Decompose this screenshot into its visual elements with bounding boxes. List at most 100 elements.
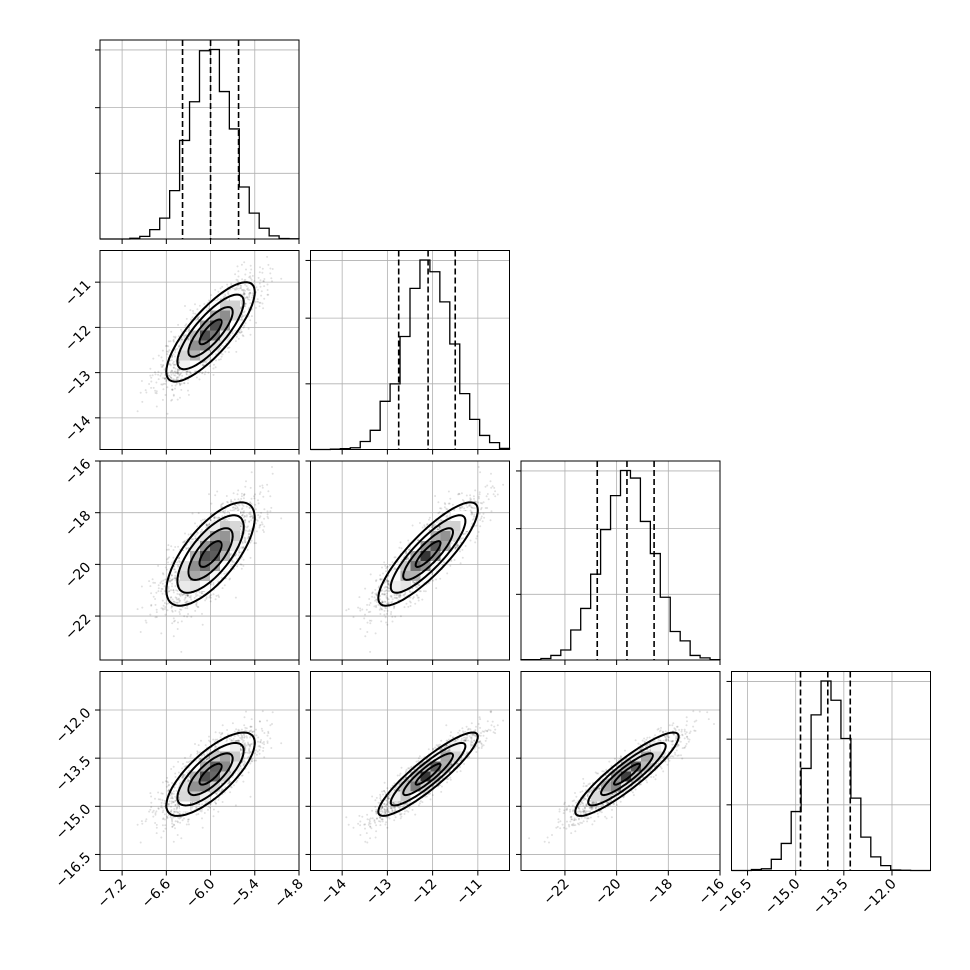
sample-point	[250, 515, 253, 518]
sample-point	[374, 599, 377, 602]
sample-point	[248, 521, 251, 523]
sample-point	[187, 594, 189, 597]
sample-point	[368, 604, 371, 606]
sample-point	[241, 318, 244, 321]
sample-point	[374, 592, 377, 595]
density-cell	[200, 340, 210, 351]
sample-point	[174, 370, 177, 373]
sample-point	[177, 335, 180, 338]
sample-point	[167, 544, 170, 547]
sample-point	[230, 552, 233, 555]
sample-point	[450, 560, 453, 562]
sample-point	[257, 502, 260, 505]
sample-point	[160, 590, 163, 593]
sample-point	[175, 371, 178, 374]
sample-point	[245, 296, 248, 298]
sample-point	[263, 517, 266, 520]
sample-point	[171, 356, 173, 359]
sample-point	[165, 602, 168, 605]
sample-point	[203, 373, 206, 376]
sample-point	[180, 608, 183, 611]
sample-point	[280, 517, 283, 520]
sample-point	[179, 373, 182, 375]
sample-point	[196, 308, 199, 311]
sample-point	[240, 285, 243, 287]
sample-point	[229, 577, 232, 580]
sample-point	[167, 548, 170, 551]
sample-point	[251, 517, 254, 520]
sample-point	[241, 542, 244, 545]
sample-point	[250, 278, 253, 281]
density-cell	[210, 531, 220, 541]
sample-point	[164, 578, 167, 581]
sample-point	[208, 493, 210, 496]
sample-point	[171, 388, 174, 391]
sample-point	[172, 335, 175, 338]
density-cell	[200, 541, 210, 551]
sample-point	[194, 535, 197, 538]
sample-point	[204, 360, 207, 363]
sample-point	[249, 513, 252, 516]
sample-point	[167, 374, 170, 377]
sample-point	[253, 497, 256, 500]
sample-point	[171, 561, 174, 564]
sample-point	[468, 503, 471, 506]
sample-point	[154, 598, 157, 600]
sample-point	[163, 377, 166, 380]
sample-point	[208, 307, 211, 310]
panel-frame	[520, 460, 721, 661]
sample-point	[190, 598, 193, 601]
sample-point	[477, 531, 480, 533]
sample-point	[407, 557, 410, 560]
sample-point	[258, 516, 261, 519]
sample-point	[160, 363, 163, 366]
sample-point	[157, 587, 160, 590]
sample-point	[205, 361, 208, 364]
sample-point	[141, 400, 144, 403]
sample-point	[236, 506, 239, 509]
sample-point	[180, 592, 183, 595]
sample-point	[210, 294, 213, 297]
sample-point	[184, 596, 187, 599]
sample-point	[181, 374, 184, 377]
sample-point	[161, 592, 164, 595]
sample-point	[187, 594, 190, 597]
sample-point	[399, 615, 402, 618]
sample-point	[386, 598, 389, 601]
sample-point	[149, 585, 152, 588]
sample-point	[144, 389, 147, 392]
sample-point	[176, 561, 179, 564]
sample-point	[236, 565, 239, 568]
sample-point	[244, 538, 247, 541]
sample-point	[167, 561, 169, 564]
sample-point	[247, 530, 250, 533]
sample-point	[479, 502, 482, 504]
sample-point	[250, 539, 253, 542]
sample-point	[251, 515, 254, 518]
sample-point	[177, 545, 180, 548]
sample-point	[221, 587, 224, 590]
sample-point	[171, 582, 174, 585]
panel-frame	[99, 250, 300, 450]
sample-point	[206, 524, 208, 527]
sample-point	[159, 374, 162, 377]
sample-point	[183, 336, 186, 339]
sample-point	[170, 606, 173, 609]
sample-point	[186, 594, 189, 597]
sample-point	[187, 389, 189, 392]
sample-point	[249, 486, 252, 489]
sample-point	[375, 580, 377, 583]
sample-point	[240, 317, 243, 320]
sample-point	[249, 511, 252, 514]
sample-point	[266, 293, 269, 296]
sample-point	[239, 328, 242, 331]
sample-point	[205, 523, 208, 526]
sample-point	[197, 512, 200, 515]
sample-point	[188, 370, 191, 373]
contour-line	[165, 281, 256, 383]
sample-point	[172, 372, 175, 375]
sample-point	[169, 376, 172, 378]
sample-point	[465, 494, 468, 497]
sample-point	[151, 578, 154, 581]
sample-point	[369, 650, 372, 653]
